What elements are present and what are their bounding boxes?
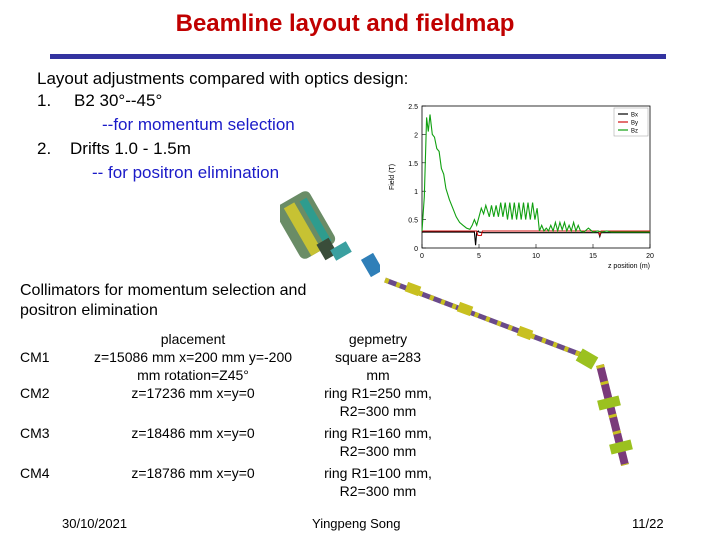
geometry-line: R2=300 mm	[339, 403, 417, 419]
target-region	[280, 191, 352, 261]
x-tick-label: 0	[420, 253, 424, 260]
y-axis-label: Field (T)	[389, 164, 396, 190]
placement-line: z=18486 mm x=y=0	[131, 425, 255, 441]
geometry-line: R2=300 mm	[339, 483, 417, 499]
table-row: CM3 z=18486 mm x=y=0 ring R1=160 mm, R2=…	[14, 424, 440, 464]
geometry-line: ring R1=250 mm,	[324, 385, 432, 401]
y-tick-label: 2.5	[408, 104, 418, 111]
collimator-geometry: ring R1=250 mm, R2=300 mm	[316, 384, 440, 424]
table-row: CM2 z=17236 mm x=y=0 ring R1=250 mm, R2=…	[14, 384, 440, 424]
placement-line: z=15086 mm x=200 mm y=-200	[93, 349, 293, 365]
slide-title: Beamline layout and fieldmap	[175, 10, 515, 37]
beam-pipe-lower	[596, 364, 633, 466]
collimator-geometry: ring R1=100 mm, R2=300 mm	[316, 464, 440, 500]
geometry-line: ring R1=100 mm,	[324, 465, 432, 481]
table-header-row: placement gepmetry	[14, 330, 440, 348]
collimator-placement: z=15086 mm x=200 mm y=-200 mm rotation=Z…	[70, 348, 316, 384]
x-axis-label: z position (m)	[608, 263, 650, 270]
fieldmap-chart: Bx By Bz 0 0.5 1 1.5 2 2.5 0 5 10 15 20 z position (m…	[380, 98, 670, 276]
footer-author: Yingpeng Song	[312, 516, 401, 531]
y-tick-label: 1.5	[408, 161, 418, 168]
table-row: CM1 z=15086 mm x=200 mm y=-200 mm rotati…	[14, 348, 440, 384]
beamline-illustration	[280, 191, 633, 466]
collimator-name: CM3	[20, 425, 50, 441]
y-tick-label: 0	[414, 246, 418, 253]
x-tick-label: 5	[477, 253, 481, 260]
series-line-by	[422, 230, 650, 237]
placement-line: mm rotation=Z45°	[137, 367, 249, 383]
x-tick-label: 20	[646, 253, 654, 260]
geometry-line: ring R1=160 mm,	[324, 425, 432, 441]
collimators-heading-line-2: positron elimination	[20, 302, 158, 319]
collimator-table: placement gepmetry CM1 z=15086 mm x=200 …	[14, 330, 440, 500]
list-item-2-text: Drifts 1.0 - 1.5m	[70, 139, 191, 158]
collimator-name: CM1	[20, 349, 50, 365]
x-tick-label: 10	[532, 253, 540, 260]
footer-page-number: 11/22	[632, 516, 664, 531]
collimator-name: CM2	[20, 385, 50, 401]
series-line-bz	[421, 114, 650, 234]
legend-label: Bx	[631, 113, 638, 119]
geometry-line: mm	[366, 367, 390, 383]
collimator-name: CM4	[20, 465, 50, 481]
collimator-placement: z=18786 mm x=y=0	[70, 464, 316, 500]
collimator-placement: z=18486 mm x=y=0	[70, 424, 316, 464]
y-tick-label: 2	[414, 132, 418, 139]
list-item-1-subtext: --for momentum selection	[102, 115, 295, 134]
table-header-empty	[14, 330, 70, 348]
placement-line: z=18786 mm x=y=0	[131, 465, 255, 481]
collimator-geometry: ring R1=160 mm, R2=300 mm	[316, 424, 440, 464]
collimator-placement: z=17236 mm x=y=0	[70, 384, 316, 424]
legend-label: By	[631, 121, 638, 127]
table-row: CM4 z=18786 mm x=y=0 ring R1=100 mm, R2=…	[14, 464, 440, 500]
dipole-magnet-icon	[360, 252, 384, 278]
beam-pipe-upper	[384, 277, 599, 370]
list-item-1-text: B2 30°--45°	[74, 91, 163, 110]
list-item-1-number: 1.	[37, 91, 52, 110]
list-item-2-number: 2.	[37, 139, 52, 158]
footer-date: 30/10/2021	[62, 516, 128, 531]
legend-label: Bz	[631, 129, 638, 135]
list-item-2-subtext: -- for positron elimination	[92, 163, 280, 182]
placement-line: z=17236 mm x=y=0	[131, 385, 255, 401]
geometry-line: R2=300 mm	[339, 443, 417, 459]
intro-text: Layout adjustments compared with optics …	[37, 69, 409, 88]
title-underline	[50, 54, 666, 59]
collimator-geometry: square a=283 mm	[316, 348, 440, 384]
x-tick-label: 15	[589, 253, 597, 260]
table-header-geometry: gepmetry	[348, 331, 408, 347]
geometry-line: square a=283	[334, 349, 422, 365]
y-tick-label: 1	[414, 189, 418, 196]
y-tick-label: 0.5	[408, 218, 418, 225]
table-header-placement: placement	[160, 331, 226, 347]
collimators-heading: Collimators for momentum selection and p…	[20, 281, 306, 321]
collimators-heading-line-1: Collimators for momentum selection and	[20, 282, 307, 299]
